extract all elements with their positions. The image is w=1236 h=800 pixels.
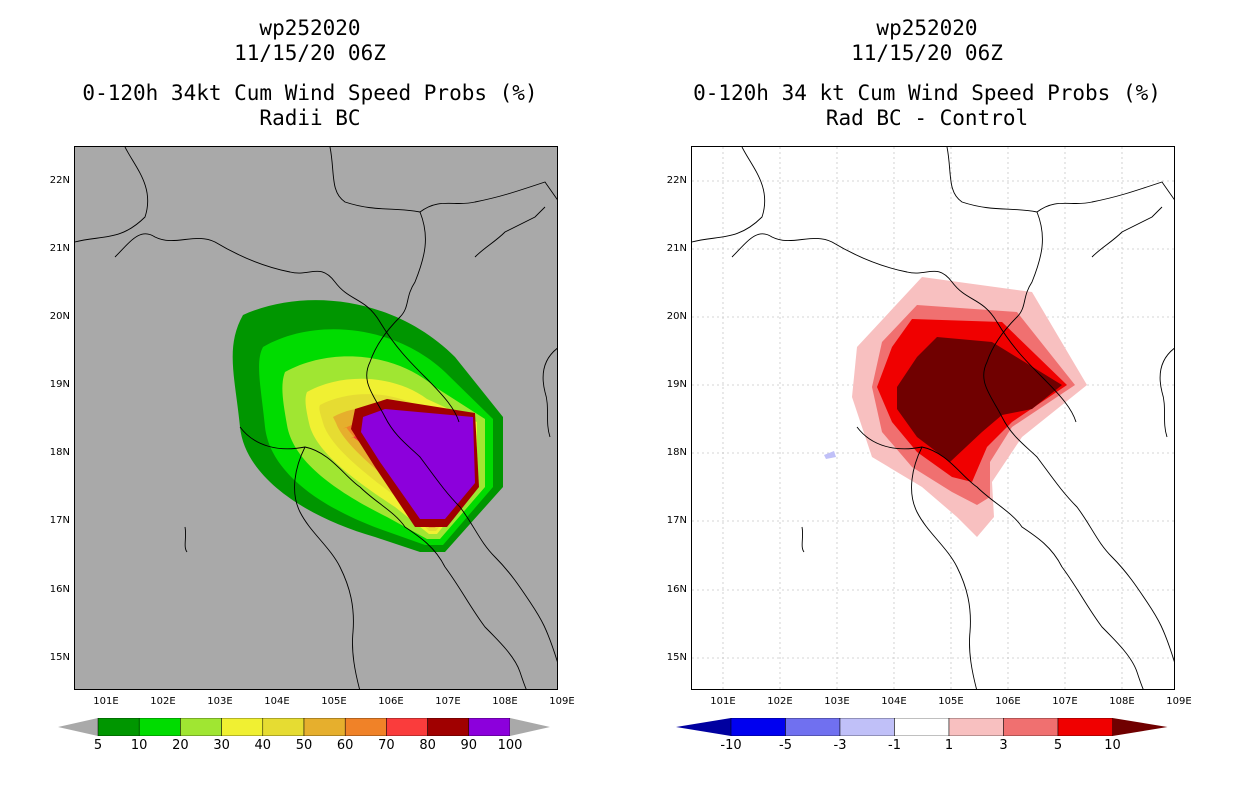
right-lon-label: 105E — [938, 696, 964, 707]
right-lat-label: 22N — [666, 175, 687, 186]
right-lat-label: 21N — [666, 243, 687, 254]
left-lon-label: 102E — [150, 696, 176, 707]
right-lat-label: 15N — [666, 652, 687, 663]
left-lat-label: 22N — [49, 175, 70, 186]
colorbar-segment — [262, 718, 305, 736]
colorbar-label: 1 — [944, 738, 954, 753]
right-title: wp252020 11/15/20 06Z 0-120h 34 kt Cum W… — [677, 16, 1177, 131]
left-map-panel: 22N — [74, 146, 558, 690]
colorbar-segment — [1003, 718, 1059, 736]
colorbar-segment — [344, 718, 387, 736]
colorbar-label: 70 — [378, 738, 395, 753]
right-lon-label: 101E — [710, 696, 736, 707]
right-lon-label: 104E — [881, 696, 907, 707]
right-gridlines — [692, 147, 1174, 689]
colorbar-under-triangle — [58, 718, 98, 736]
right-colorbar — [676, 718, 1168, 736]
left-title-line-2: 11/15/20 06Z — [234, 41, 386, 65]
right-lon-label: 106E — [995, 696, 1021, 707]
colorbar-label: -5 — [779, 738, 792, 753]
colorbar-segment — [97, 718, 140, 736]
colorbar-label: 30 — [213, 738, 230, 753]
colorbar-segment — [894, 718, 950, 736]
left-lat-label: 21N — [49, 243, 70, 254]
colorbar-segment — [180, 718, 222, 736]
colorbar-label: 60 — [336, 738, 354, 753]
colorbar-segment — [948, 718, 1004, 736]
diff-neg-small — [824, 451, 836, 459]
colorbar-segment — [427, 718, 470, 736]
colorbar-segment — [839, 718, 895, 736]
left-lat-label: 17N — [49, 515, 70, 526]
left-lon-label: 108E — [492, 696, 518, 707]
left-lat-label: 19N — [49, 379, 70, 390]
colorbar-over-triangle — [510, 718, 550, 736]
colorbar-label: 5 — [93, 738, 103, 753]
right-lon-label: 102E — [767, 696, 793, 707]
colorbar-label: 50 — [295, 738, 313, 753]
colorbar-segment — [468, 718, 511, 736]
right-map-panel — [691, 146, 1175, 690]
left-borders — [75, 147, 557, 689]
right-lon-label: 108E — [1109, 696, 1135, 707]
left-lon-label: 104E — [264, 696, 290, 707]
left-title-line-3: 0-120h 34kt Cum Wind Speed Probs (%) — [82, 81, 538, 105]
right-lat-label: 18N — [666, 447, 687, 458]
colorbar-segment — [1057, 718, 1113, 736]
right-lat-label: 20N — [666, 311, 687, 322]
colorbar-over-triangle — [1112, 718, 1168, 736]
right-borders — [692, 147, 1174, 689]
colorbar-label: 3 — [999, 738, 1008, 753]
left-lat-label: 18N — [49, 447, 70, 458]
colorbar-segment — [303, 718, 346, 736]
colorbar-label: 80 — [419, 738, 436, 753]
left-lon-label: 101E — [93, 696, 119, 707]
left-lon-label: 105E — [321, 696, 347, 707]
colorbar-label: 10 — [1104, 738, 1121, 753]
left-lon-label: 103E — [207, 696, 233, 707]
colorbar-segment — [221, 718, 264, 736]
right-map-svg — [692, 147, 1174, 689]
left-title: wp252020 11/15/20 06Z 0-120h 34kt Cum Wi… — [60, 16, 560, 131]
left-lat-label: 16N — [49, 584, 70, 595]
colorbar-segment — [386, 718, 428, 736]
colorbar-label: -1 — [888, 738, 901, 753]
right-lon-label: 107E — [1052, 696, 1078, 707]
colorbar-label: 5 — [1053, 738, 1063, 753]
colorbar-label: -3 — [833, 738, 847, 753]
left-lon-label: 107E — [435, 696, 461, 707]
colorbar-label: 10 — [130, 738, 148, 753]
left-title-line-1: wp252020 — [259, 16, 361, 40]
diff-over-10 — [897, 337, 1062, 462]
colorbar-segment — [730, 718, 786, 736]
right-title-line-4: Rad BC - Control — [825, 106, 1029, 130]
left-colorbar — [58, 718, 550, 736]
right-title-line-3: 0-120h 34 kt Cum Wind Speed Probs (%) — [693, 81, 1161, 105]
right-title-line-1: wp252020 — [876, 16, 978, 40]
left-map-svg — [75, 147, 557, 689]
colorbar-label: 100 — [497, 738, 523, 753]
colorbar-segment — [785, 718, 841, 736]
colorbar-label: 20 — [172, 738, 189, 753]
right-lat-label: 17N — [666, 515, 687, 526]
left-lon-label: 109E — [549, 696, 575, 707]
left-title-line-4: Radii BC — [259, 106, 361, 130]
right-lat-label: 19N — [666, 379, 687, 390]
right-lon-label: 103E — [824, 696, 850, 707]
left-lat-label: 20N — [49, 311, 70, 322]
colorbar-label: -10 — [720, 738, 742, 753]
right-lon-label: 109E — [1166, 696, 1192, 707]
colorbar-label: 40 — [254, 738, 272, 753]
colorbar-segment — [138, 718, 181, 736]
right-title-line-2: 11/15/20 06Z — [851, 41, 1003, 65]
left-lat-label: 15N — [49, 652, 70, 663]
colorbar-under-triangle — [676, 718, 731, 736]
colorbar-label: 90 — [460, 738, 478, 753]
left-lon-label: 106E — [378, 696, 404, 707]
right-lat-label: 16N — [666, 584, 687, 595]
